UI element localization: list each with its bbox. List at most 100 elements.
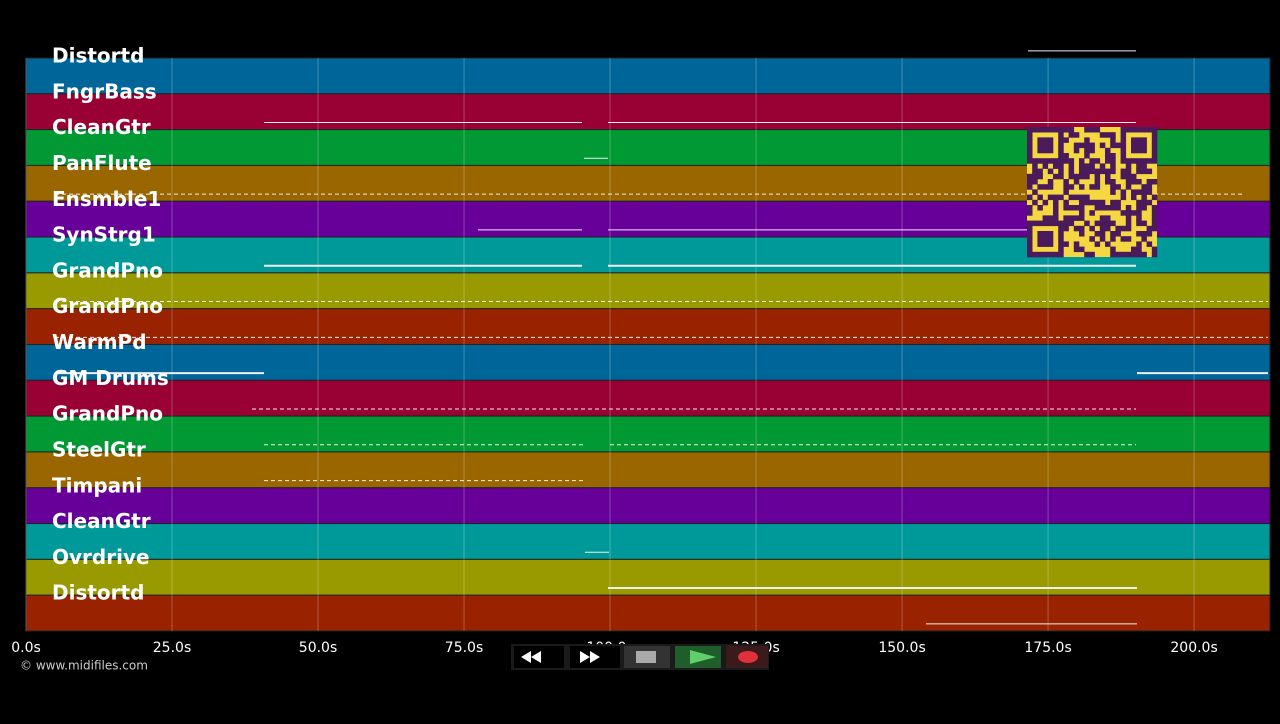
qr-cell (1032, 163, 1038, 169)
qr-cell (1037, 236, 1043, 242)
qr-cell (1146, 184, 1153, 190)
qr-cell (1058, 132, 1064, 138)
qr-cell (1032, 173, 1038, 180)
qr-cell (1037, 220, 1043, 227)
qr-cell (1136, 210, 1142, 216)
qr-cell (1146, 231, 1153, 237)
qr-cell (1084, 173, 1090, 180)
qr-cell (1136, 168, 1142, 175)
forward-button[interactable] (570, 646, 620, 668)
qr-cell (1053, 205, 1059, 211)
qr-cell (1120, 194, 1127, 201)
qr-cell (1079, 210, 1085, 216)
qr-cell (1032, 220, 1038, 227)
track-label: SteelGtr (52, 437, 146, 461)
qr-cell (1089, 236, 1095, 242)
grid (25, 58, 1195, 631)
qr-cell (1037, 147, 1043, 154)
track-band (25, 415, 1271, 453)
qr-cell (1063, 158, 1069, 164)
qr-cell (1032, 158, 1038, 164)
qr-cell (1110, 251, 1116, 258)
qr-cell (1151, 142, 1158, 149)
qr-cell (1125, 184, 1132, 190)
qr-cell (1099, 163, 1106, 169)
qr-cell (1037, 127, 1043, 133)
qr-cell (1151, 210, 1158, 216)
qr-cell (1073, 225, 1080, 232)
qr-cell (1131, 158, 1137, 164)
qr-cell (1063, 241, 1069, 247)
qr-cell (1027, 132, 1033, 138)
qr-cell (1105, 132, 1111, 138)
qr-cell (1105, 158, 1111, 164)
qr-cell (1151, 158, 1158, 164)
qr-cell (1120, 153, 1127, 159)
qr-cell (1032, 251, 1038, 258)
qr-cell (1110, 168, 1116, 175)
play-button[interactable] (675, 646, 721, 668)
qr-cell (1042, 142, 1049, 149)
qr-cell (1110, 158, 1116, 164)
qr-cell (1125, 236, 1132, 242)
qr-cell (1094, 158, 1101, 164)
qr-code (1027, 127, 1158, 258)
qr-cell (1047, 142, 1054, 149)
track-label: Timpani (52, 473, 142, 497)
qr-cell (1146, 127, 1153, 133)
qr-cell (1146, 168, 1153, 175)
qr-cell (1141, 127, 1147, 133)
qr-cell (1058, 168, 1064, 175)
qr-cell (1089, 163, 1095, 169)
qr-cell (1084, 220, 1090, 227)
qr-cell (1079, 173, 1085, 180)
qr-cell (1131, 194, 1137, 201)
qr-cell (1136, 215, 1142, 221)
qr-cell (1151, 205, 1158, 211)
qr-cell (1032, 179, 1038, 185)
track-band (25, 558, 1271, 596)
qr-cell (1136, 246, 1142, 253)
rewind-button[interactable] (514, 646, 564, 668)
qr-cell (1068, 215, 1075, 221)
qr-cell (1079, 142, 1085, 149)
qr-cell (1053, 194, 1059, 201)
stop-button[interactable] (624, 646, 670, 668)
qr-cell (1063, 137, 1069, 143)
qr-cell (1089, 251, 1095, 258)
track-band (25, 487, 1271, 525)
qr-cell (1141, 147, 1147, 154)
qr-cell (1027, 251, 1033, 258)
qr-cell (1058, 220, 1064, 227)
qr-cell (1105, 205, 1111, 211)
qr-cell (1151, 220, 1158, 227)
qr-cell (1120, 137, 1127, 143)
qr-cell (1079, 199, 1085, 206)
qr-cell (1136, 220, 1142, 227)
qr-cell (1105, 147, 1111, 154)
qr-cell (1053, 199, 1059, 206)
qr-cell (1079, 215, 1085, 221)
qr-cell (1115, 231, 1121, 237)
qr-cell (1073, 142, 1080, 149)
qr-cell (1141, 163, 1147, 169)
track-label: GrandPno (52, 294, 163, 318)
qr-cell (1053, 127, 1059, 133)
qr-cell (1079, 163, 1085, 169)
playback-controls (511, 644, 769, 670)
qr-cell (1068, 173, 1075, 180)
qr-cell (1027, 241, 1033, 247)
qr-cell (1131, 137, 1137, 143)
qr-cell (1141, 184, 1147, 190)
qr-cell (1125, 205, 1132, 211)
qr-cell (1099, 132, 1106, 138)
qr-cell (1084, 127, 1090, 133)
qr-cell (1141, 231, 1147, 237)
qr-cell (1058, 225, 1064, 232)
qr-cell (1125, 127, 1132, 133)
tick-label: 25.0s (153, 640, 191, 656)
qr-cell (1136, 179, 1142, 185)
tick-label: 75.0s (445, 640, 483, 656)
record-button[interactable] (726, 646, 768, 668)
qr-cell (1141, 220, 1147, 227)
